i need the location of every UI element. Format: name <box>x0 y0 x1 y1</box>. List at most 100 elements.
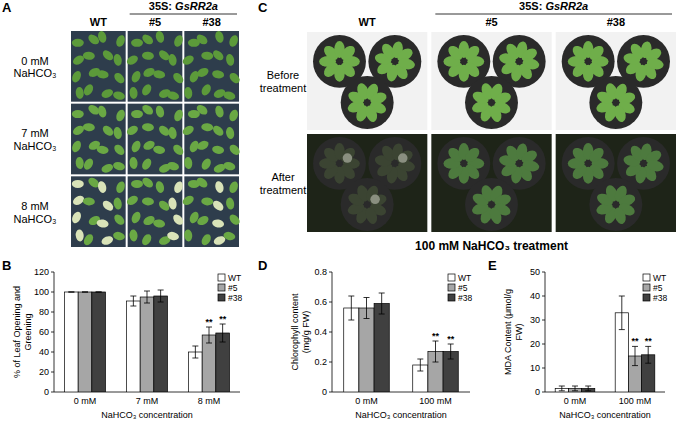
seedling <box>130 70 142 84</box>
significance: ** <box>645 336 653 346</box>
legend-swatch <box>643 294 650 301</box>
seedling <box>112 71 126 85</box>
photo-cell <box>71 104 126 175</box>
seedling <box>223 161 237 172</box>
error-cap <box>206 343 212 344</box>
group-label: 35S: GsRR2a <box>149 0 218 12</box>
seedling <box>140 176 154 190</box>
leaf <box>612 206 628 226</box>
seedling <box>225 126 235 139</box>
error-bar <box>82 292 88 293</box>
legend-label: #38 <box>228 293 242 303</box>
legend-swatch <box>643 274 650 281</box>
seedling <box>200 157 213 171</box>
seedling <box>125 124 139 137</box>
seedling <box>115 108 127 122</box>
pot <box>589 178 642 231</box>
seedling <box>75 87 84 100</box>
y-tick-label: 0 <box>535 387 540 397</box>
seedling <box>214 105 225 119</box>
error-cap <box>192 358 198 359</box>
y-tick <box>542 344 545 345</box>
pot <box>465 178 518 231</box>
seedling <box>72 39 84 47</box>
seedling <box>97 105 108 119</box>
leaf <box>338 145 357 164</box>
leaf <box>646 57 665 71</box>
seedling <box>225 53 235 66</box>
error-cap <box>619 329 625 330</box>
legend-label: #5 <box>653 283 663 293</box>
withered-leaf <box>343 153 353 163</box>
y-tick <box>51 272 54 273</box>
photo-cell <box>307 32 427 130</box>
seedling <box>142 197 155 206</box>
seedling <box>113 53 123 66</box>
seedling <box>142 123 155 132</box>
row-label-line: 7 mM <box>21 127 49 139</box>
seedling <box>167 126 177 139</box>
error-cap <box>158 302 164 303</box>
column-label: WT <box>90 16 107 28</box>
seedling <box>82 157 95 171</box>
photo-cell <box>556 32 676 130</box>
error-cap <box>585 390 591 391</box>
seedling <box>184 157 193 170</box>
seedling <box>140 33 154 47</box>
seedling <box>82 83 95 97</box>
error-cap <box>619 296 625 297</box>
row-label: 7 mMNaHCO₃ <box>14 127 57 152</box>
error-bar <box>559 386 565 391</box>
error-cap <box>417 359 423 360</box>
y-tick <box>542 320 545 321</box>
error-stem <box>561 386 562 391</box>
x-tick-label: 8 mM <box>198 396 221 406</box>
seedling <box>101 124 115 138</box>
legend-label: #5 <box>228 283 238 293</box>
x-tick-label: 0 mM <box>74 396 97 406</box>
leaf <box>587 145 606 164</box>
error-cap <box>348 296 354 297</box>
seedling <box>166 90 180 101</box>
photo-cell <box>184 176 239 247</box>
seedling <box>154 105 165 119</box>
y-tick-label: 20 <box>39 367 49 377</box>
seedling <box>72 110 84 118</box>
seedling <box>129 229 138 242</box>
seedling <box>153 69 166 79</box>
bar <box>127 301 141 392</box>
error-cap <box>96 292 102 293</box>
panel-letter: E <box>488 258 497 273</box>
x-tick-label: 0 mM <box>564 396 587 406</box>
seedling <box>75 229 84 242</box>
seedling <box>75 157 84 170</box>
error-cap <box>220 342 226 343</box>
seedling <box>211 69 224 79</box>
error-cap <box>572 386 578 387</box>
legend-swatch <box>643 284 650 291</box>
error-bar <box>220 324 226 342</box>
seedling <box>97 180 108 194</box>
leaf <box>646 159 665 173</box>
seedling <box>96 145 109 155</box>
legend-label: WT <box>458 273 471 283</box>
significance: ** <box>432 331 440 341</box>
seedling <box>131 39 143 47</box>
x-axis-title: NaHCO₃ concentration <box>355 410 447 420</box>
seedling <box>83 123 96 132</box>
error-stem <box>195 346 196 358</box>
y-axis-title: MDA Content (μmol/gFW) <box>503 289 524 375</box>
row-label-line: After <box>271 171 295 183</box>
y-tick-label: 120 <box>34 267 49 277</box>
significance: ** <box>205 317 213 327</box>
seedling <box>173 108 185 122</box>
seedling <box>184 229 193 242</box>
seedling <box>154 180 165 194</box>
error-bar <box>417 359 423 371</box>
seedling <box>228 34 240 48</box>
seedling <box>201 51 214 60</box>
bar <box>140 297 154 392</box>
seedling <box>196 214 210 227</box>
group-label-part: GsRR2a <box>175 0 218 12</box>
seedling <box>228 71 242 85</box>
